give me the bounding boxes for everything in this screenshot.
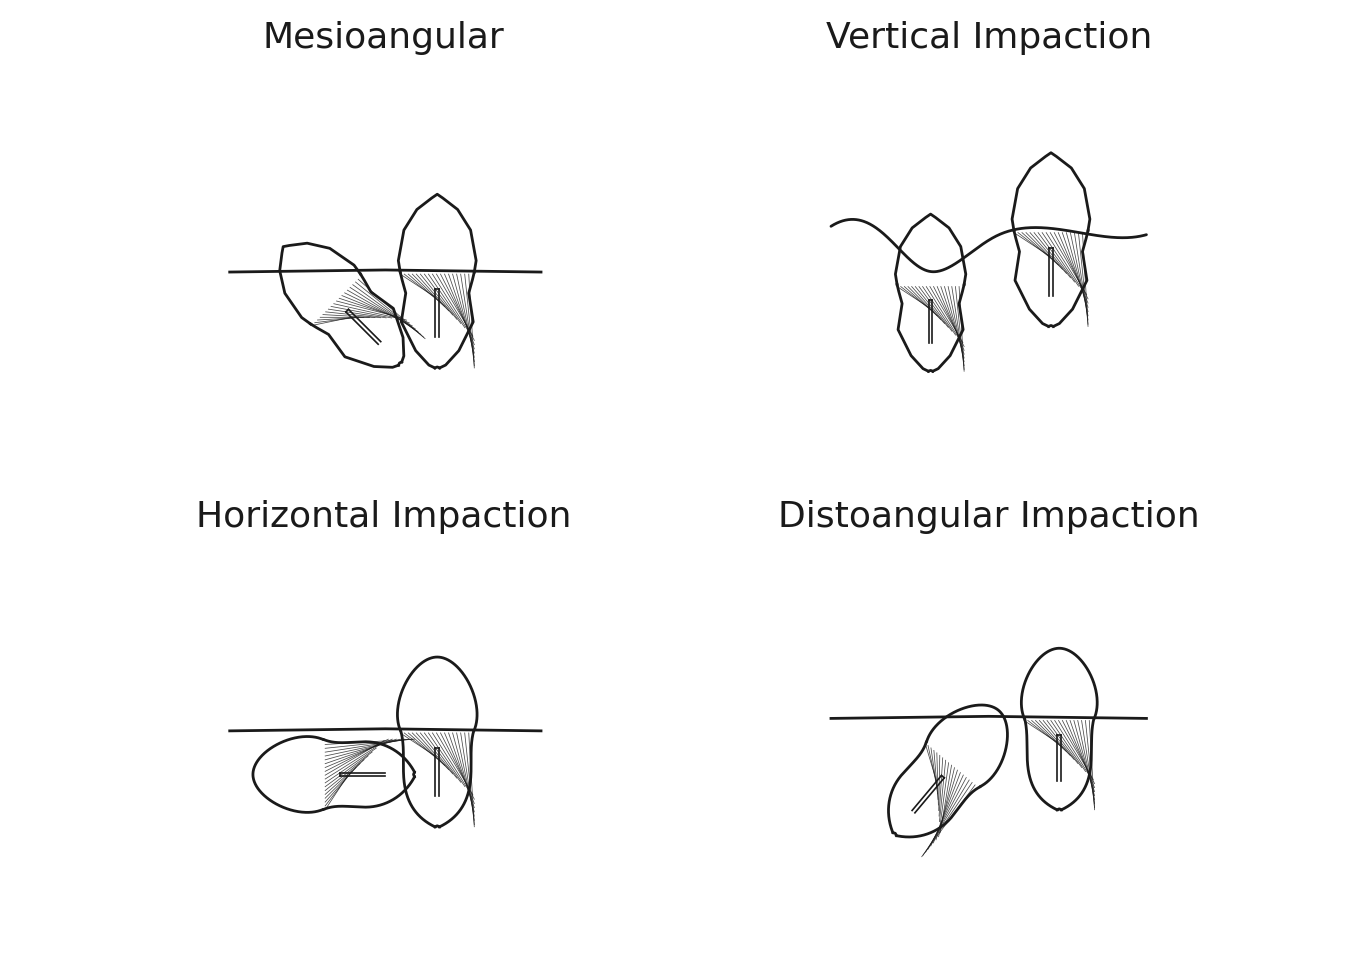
Title: Mesioangular: Mesioangular	[262, 21, 504, 55]
Title: Horizontal Impaction: Horizontal Impaction	[196, 501, 571, 534]
Title: Vertical Impaction: Vertical Impaction	[826, 21, 1152, 55]
Title: Distoangular Impaction: Distoangular Impaction	[778, 501, 1199, 534]
